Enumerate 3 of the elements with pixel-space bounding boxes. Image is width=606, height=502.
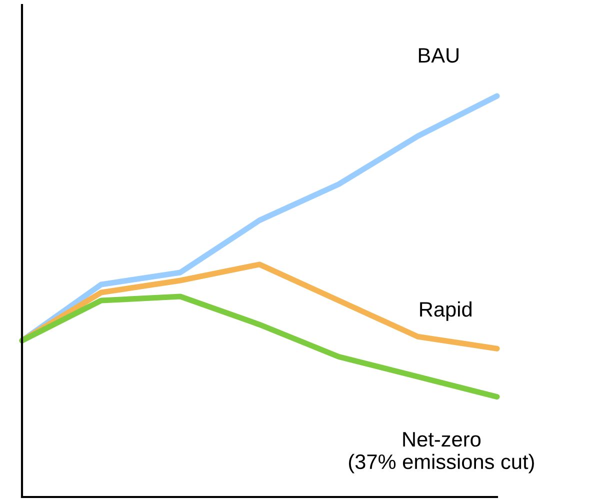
text: Net-zero (37% emissions cut) [348,432,534,474]
series-label: Rapid [420,301,472,321]
text: BAU [418,48,458,63]
